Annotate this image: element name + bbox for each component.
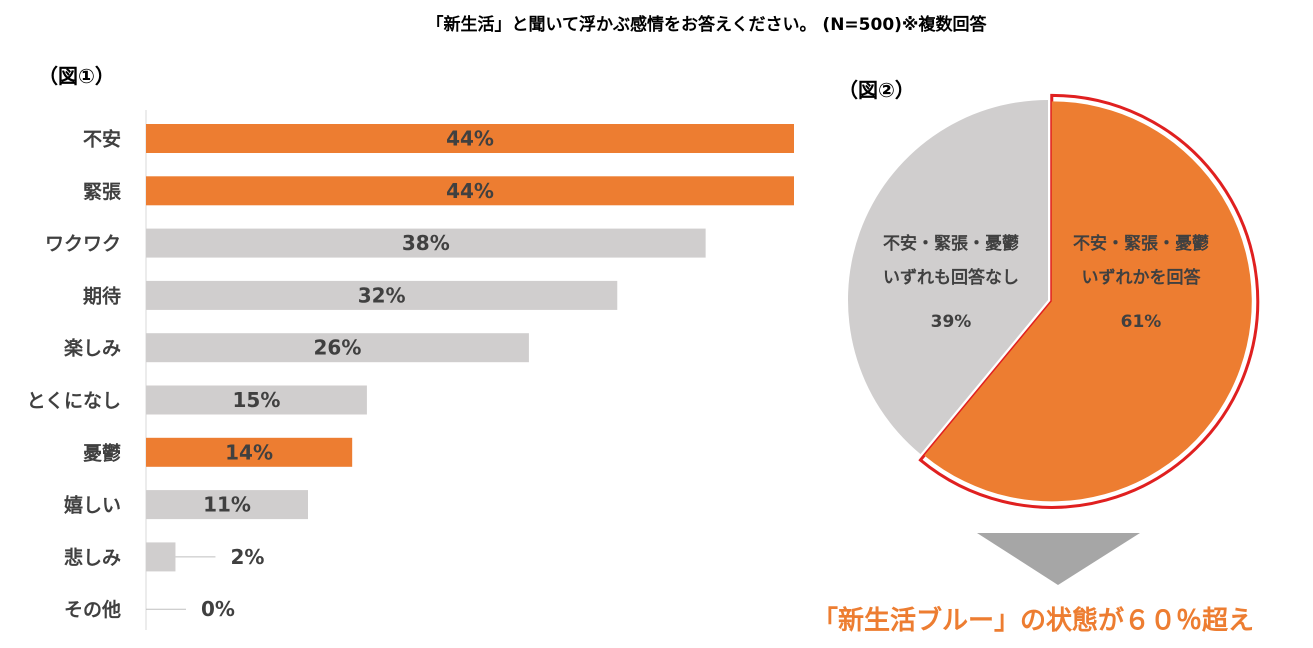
category-label: 楽しみ (64, 337, 121, 360)
pie-label-line2: いずれも回答なし (883, 267, 1019, 288)
bar (146, 124, 794, 153)
category-label: ワクワク (45, 233, 121, 255)
pie-label-line2: いずれかを回答 (1082, 267, 1202, 288)
bar-value-label: 11% (203, 493, 251, 517)
category-label: その他 (64, 598, 121, 621)
bar (146, 437, 353, 467)
bar (146, 228, 706, 258)
pie-label-line1: 不安・緊張・憂鬱 (1073, 233, 1209, 254)
pie-slice-any (924, 101, 1252, 502)
down-arrow-icon (977, 533, 1140, 585)
bar-value-label: 14% (225, 440, 273, 464)
bar (146, 542, 176, 572)
bar (146, 385, 367, 415)
figure-2-label: （図②） (838, 78, 915, 102)
bar-value-label: 44% (446, 179, 494, 203)
bar-value-label: 0% (201, 597, 235, 621)
bar-value-label: 38% (402, 231, 450, 255)
category-label: 緊張 (83, 181, 122, 203)
bar (146, 490, 308, 520)
pie-value-label: 39% (931, 312, 972, 332)
bar-value-label: 2% (230, 545, 264, 569)
chart-title: 「新生活」と聞いて浮かぶ感情をお答えください。 (N=500)※複数回答 (426, 15, 987, 35)
pie-label-line1: 不安・緊張・憂鬱 (883, 233, 1019, 254)
bar-value-label: 15% (233, 388, 281, 412)
category-label: とくになし (27, 390, 121, 412)
bar (146, 280, 618, 310)
bar-value-label: 32% (358, 283, 406, 307)
bar-value-label: 44% (446, 127, 494, 151)
bar-value-label: 26% (314, 336, 362, 360)
figure-1-label: （図①） (38, 64, 115, 88)
category-label: 期待 (83, 284, 121, 307)
pie-slice-none (847, 100, 1048, 455)
conclusion-text: 「新生活ブルー」の状態が６０％超え (812, 606, 1255, 636)
bar (146, 176, 794, 206)
category-label: 不安 (83, 128, 121, 151)
category-label: 悲しみ (64, 546, 121, 569)
category-label: 憂鬱 (83, 441, 121, 464)
bar (146, 333, 529, 363)
pie-value-label: 61% (1121, 312, 1162, 332)
category-label: 嬉しい (64, 494, 121, 517)
